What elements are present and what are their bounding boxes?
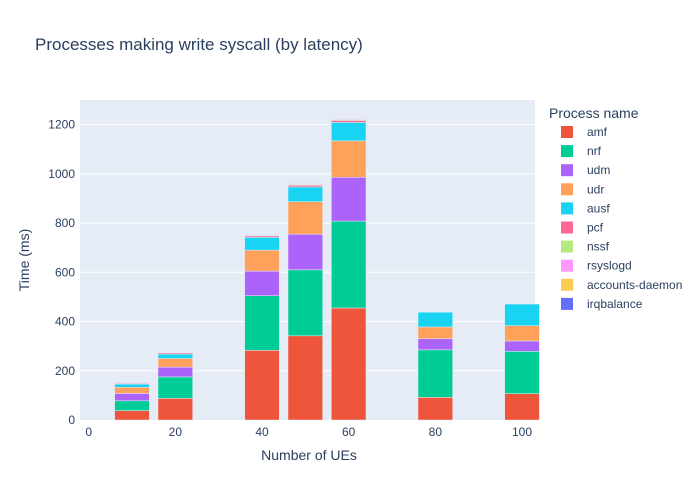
y-tick-label: 600: [55, 265, 75, 279]
legend-swatch-amf: [561, 126, 573, 138]
bar-segment-udr: [417, 326, 453, 340]
x-tick-label: 100: [512, 425, 532, 439]
legend-swatch-udm: [561, 164, 573, 177]
bar-segment-ausf: [244, 237, 280, 251]
bar-segment-amf: [331, 307, 367, 421]
legend-label-udr: udr: [587, 182, 604, 196]
bar-segment-nrf: [244, 295, 280, 351]
bar-segment-amf: [504, 393, 540, 421]
bar-segment-nrf: [114, 400, 150, 411]
legend-swatch-pcf: [561, 221, 573, 234]
y-tick-label: 0: [68, 413, 75, 427]
legend-items: amf nrf udm udr ausf pcf nssf rsyslogd accounts-…: [561, 125, 682, 311]
bar-segment-udr: [244, 249, 280, 272]
x-axis-title: Number of UEs: [261, 447, 357, 463]
bar-segment-amf: [114, 410, 150, 421]
chart-title: Processes making write syscall (by laten…: [35, 35, 363, 54]
axis-ticks: 0 200 400 600 800 1000 1200 0 20 40 60 80 100: [48, 118, 532, 439]
legend-label-nssf: nssf: [587, 240, 610, 254]
y-tick-label: 200: [55, 364, 75, 378]
bar-segment-ausf: [504, 303, 540, 326]
legend-label-irqbalance: irqbalance: [587, 297, 643, 311]
bar-segment-udr: [114, 387, 150, 394]
bar-segment-udm: [244, 270, 280, 296]
bar-segment-nrf: [417, 349, 453, 398]
bar-segment-amf: [287, 335, 323, 421]
bar-segment-nrf: [287, 269, 323, 337]
bar-segment-udm: [417, 338, 453, 351]
bar-segment-nrf: [157, 376, 193, 399]
legend-swatch-irqbalance: [561, 297, 573, 310]
bar-segment-ausf: [417, 311, 453, 328]
legend-swatch-udr: [561, 183, 573, 196]
legend-swatch-ausf: [561, 202, 573, 215]
x-tick-label: 80: [429, 425, 443, 439]
legend-label-rsyslogd: rsyslogd: [587, 259, 632, 273]
x-tick-label: 0: [85, 425, 92, 439]
bar-segment-udm: [114, 393, 150, 402]
legend-title: Process name: [549, 105, 639, 121]
bar-segment-amf: [244, 350, 280, 421]
bar-segment-ausf: [331, 122, 367, 142]
bar-segment-udm: [287, 233, 323, 271]
bar-segment-ausf: [287, 186, 323, 202]
legend-label-udm: udm: [587, 163, 610, 177]
x-tick-label: 60: [342, 425, 356, 439]
x-tick-label: 20: [169, 425, 183, 439]
legend-swatch-accounts-daemon: [561, 278, 573, 291]
legend-label-amf: amf: [587, 125, 608, 139]
bar-segment-ausf: [157, 353, 193, 359]
y-tick-label: 1200: [48, 118, 75, 132]
bar-segment-udm: [157, 366, 193, 378]
y-axis-title: Time (ms): [16, 229, 32, 291]
y-tick-label: 800: [55, 216, 75, 230]
bar-segment-udr: [157, 358, 193, 368]
bar-segment-udr: [287, 201, 323, 235]
bar-segment-pcf: [287, 184, 323, 188]
bar-segment-udm: [504, 340, 540, 352]
y-tick-label: 400: [55, 315, 75, 329]
bar-segment-amf: [417, 397, 453, 421]
bar-segment-amf: [157, 398, 193, 421]
bar-segment-pcf: [331, 120, 367, 123]
legend: Process name amf nrf udm udr ausf pcf nssf rsys…: [549, 105, 682, 311]
x-tick-label: 40: [255, 425, 269, 439]
bar-segment-nrf: [331, 220, 367, 309]
legend-swatch-nssf: [561, 240, 573, 253]
legend-label-nrf: nrf: [587, 144, 602, 158]
legend-swatch-rsyslogd: [561, 259, 573, 272]
bar-segment-ausf: [114, 383, 150, 388]
legend-label-accounts-daemon: accounts-daemon: [587, 278, 682, 292]
bar-segment-udr: [331, 140, 367, 178]
bars: [114, 117, 540, 421]
legend-label-ausf: ausf: [587, 201, 610, 215]
y-tick-label: 1000: [48, 167, 75, 181]
bar-segment-nrf: [504, 351, 540, 394]
legend-label-pcf: pcf: [587, 221, 604, 235]
bar-segment-udm: [331, 177, 367, 222]
bar-segment-udr: [504, 325, 540, 342]
legend-swatch-nrf: [561, 145, 573, 158]
